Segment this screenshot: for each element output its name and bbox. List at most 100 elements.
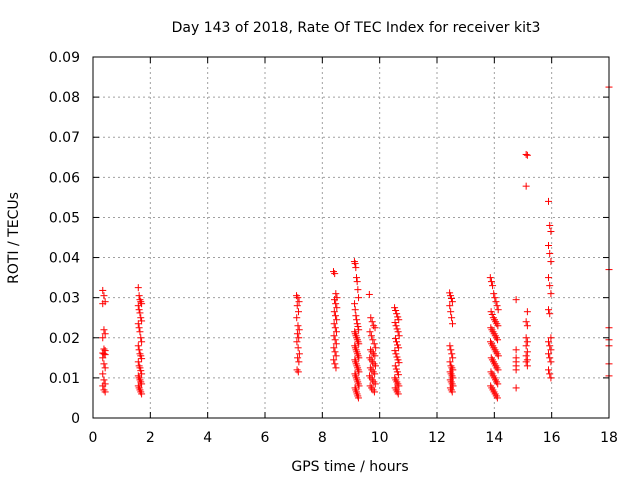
data-point xyxy=(100,350,108,358)
data-point xyxy=(331,270,339,278)
data-point xyxy=(295,334,303,342)
data-point xyxy=(293,330,301,338)
data-point xyxy=(295,298,303,306)
data-point xyxy=(331,360,339,368)
x-tick-label: 16 xyxy=(543,430,561,446)
data-point xyxy=(395,332,403,340)
data-point xyxy=(392,338,400,346)
data-point xyxy=(492,298,500,306)
data-point xyxy=(391,362,399,370)
data-point xyxy=(99,382,107,390)
x-tick-label: 8 xyxy=(318,430,327,446)
data-point xyxy=(355,368,363,376)
data-point xyxy=(523,362,531,370)
data-point xyxy=(546,342,554,350)
data-point xyxy=(522,182,530,190)
data-point xyxy=(523,151,531,159)
data-point xyxy=(545,197,553,205)
data-point xyxy=(512,346,520,354)
data-point xyxy=(546,250,554,258)
data-point xyxy=(355,340,363,348)
data-point xyxy=(332,300,340,308)
data-point xyxy=(295,358,303,366)
axis-ticks xyxy=(92,56,610,419)
data-point xyxy=(135,346,143,354)
data-point xyxy=(547,258,555,266)
data-point xyxy=(100,292,108,300)
data-point xyxy=(522,150,530,158)
data-point xyxy=(394,328,402,336)
data-point xyxy=(391,335,399,343)
data-point xyxy=(494,380,502,388)
x-axis-label: GPS time / hours xyxy=(291,459,408,475)
data-point xyxy=(523,348,531,356)
data-point xyxy=(545,242,553,250)
data-point xyxy=(330,308,338,316)
data-point xyxy=(135,306,143,314)
data-point xyxy=(547,346,555,354)
data-point xyxy=(100,376,108,384)
x-tick-label: 14 xyxy=(485,430,503,446)
data-point xyxy=(365,290,373,298)
data-point xyxy=(448,388,456,396)
data-point xyxy=(135,324,143,332)
y-tick-labels: 0 0.01 0.02 0.03 0.04 0.05 0.06 0.07 0.08 0.09 xyxy=(49,50,80,427)
data-point xyxy=(547,227,555,235)
data-point xyxy=(447,294,455,302)
data-point xyxy=(546,370,554,378)
data-point xyxy=(294,368,302,376)
data-point xyxy=(134,342,142,350)
data-point xyxy=(491,294,499,302)
data-point xyxy=(332,364,340,372)
data-point xyxy=(512,366,520,374)
data-point xyxy=(332,328,340,336)
x-tick-label: 4 xyxy=(203,430,212,446)
x-tick-label: 2 xyxy=(146,430,155,446)
data-point xyxy=(489,282,497,290)
data-point xyxy=(546,310,554,318)
data-point xyxy=(138,390,146,398)
y-tick-label: 0 xyxy=(71,411,80,427)
data-points xyxy=(99,83,613,402)
data-point xyxy=(330,344,338,352)
data-point xyxy=(101,330,109,338)
plot-frame xyxy=(92,56,610,419)
data-point xyxy=(545,274,553,282)
data-point xyxy=(355,382,363,390)
data-point xyxy=(353,316,361,324)
data-point xyxy=(99,286,107,294)
data-point xyxy=(351,300,359,308)
data-point xyxy=(512,296,520,304)
data-point xyxy=(493,302,501,310)
data-point xyxy=(138,355,146,363)
data-point xyxy=(366,328,374,336)
data-point xyxy=(333,304,341,312)
data-point xyxy=(545,366,553,374)
data-point xyxy=(545,350,553,358)
data-point xyxy=(294,344,302,352)
data-point xyxy=(547,374,555,382)
y-tick-label: 0.02 xyxy=(49,331,80,347)
y-tick-label: 0.08 xyxy=(49,90,80,106)
data-point xyxy=(99,354,107,362)
data-point xyxy=(391,319,399,327)
data-point xyxy=(135,292,143,300)
data-point xyxy=(449,354,457,362)
data-point xyxy=(523,322,531,330)
y-tick-label: 0.03 xyxy=(49,291,80,307)
data-point xyxy=(100,360,108,368)
data-point xyxy=(333,316,341,324)
data-point xyxy=(294,294,302,302)
data-point xyxy=(395,316,403,324)
data-point xyxy=(101,364,109,372)
x-tick-label: 12 xyxy=(428,430,446,446)
data-point xyxy=(367,314,375,322)
data-point xyxy=(448,314,456,322)
data-point xyxy=(99,370,107,378)
data-point xyxy=(546,354,554,362)
data-point xyxy=(137,367,145,375)
data-point xyxy=(331,324,339,332)
data-point xyxy=(371,370,379,378)
data-point xyxy=(522,352,530,360)
